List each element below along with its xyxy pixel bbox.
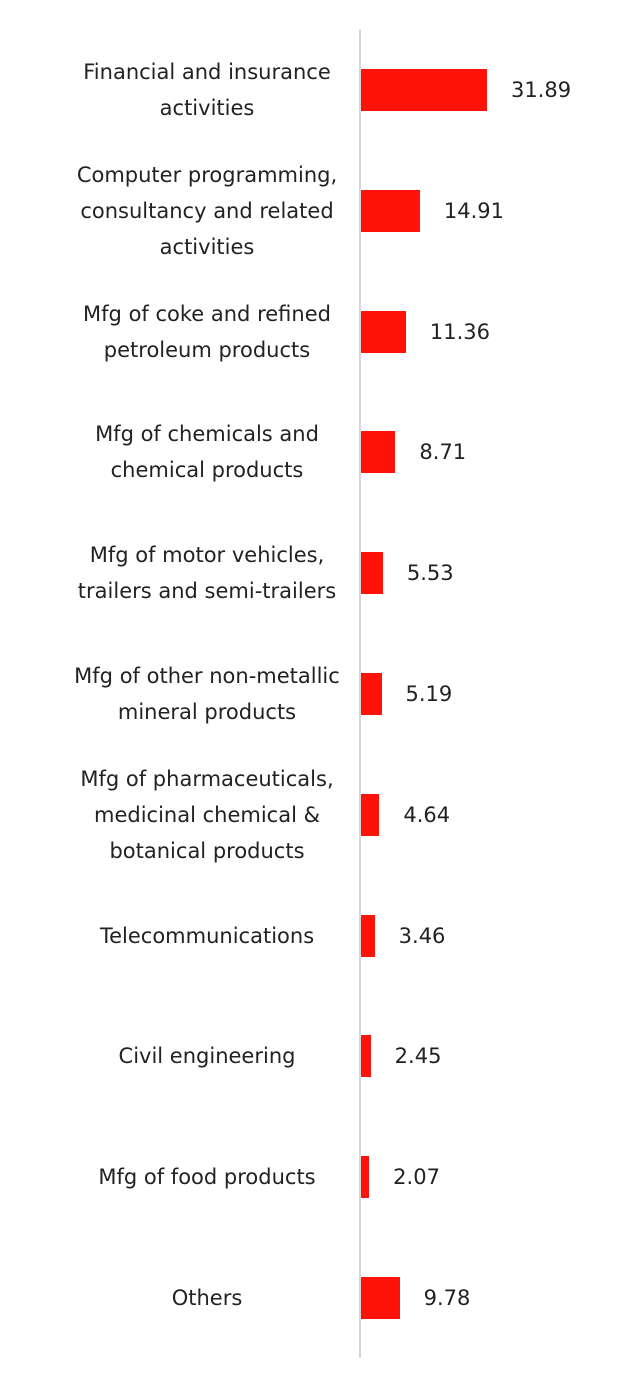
value-label: 8.71 — [419, 440, 467, 465]
bar — [361, 431, 396, 474]
category-label: Computer programming, consultancy and re… — [76, 162, 338, 259]
value-label: 3.46 — [398, 923, 446, 948]
value-label: 9.78 — [423, 1286, 471, 1310]
bar — [361, 69, 487, 111]
category-label: Others — [171, 1286, 243, 1310]
category-label: Mfg of pharmaceuticals, medicinal chemic… — [80, 766, 334, 863]
bar — [361, 673, 382, 715]
value-label: 5.53 — [406, 561, 454, 586]
category-label: Financial and insurance activities — [83, 60, 331, 120]
value-label: 2.07 — [393, 1165, 440, 1190]
bar — [361, 1277, 400, 1319]
bar — [361, 189, 420, 232]
category-label: Mfg of motor vehicles, trailers and semi… — [77, 543, 337, 604]
category-label: Mfg of food products — [98, 1165, 316, 1190]
value-label: 31.89 — [511, 78, 572, 102]
bar — [361, 1156, 370, 1199]
value-label: 14.91 — [443, 198, 505, 223]
bar — [361, 552, 383, 595]
category-label: Mfg of other non-metallic mineral produc… — [74, 664, 340, 724]
value-label: 2.45 — [394, 1044, 442, 1069]
category-label: Mfg of coke and refined petroleum produc… — [83, 301, 331, 362]
bar — [361, 310, 406, 353]
value-label: 5.19 — [405, 682, 453, 706]
bar — [361, 1035, 371, 1078]
category-label: Civil engineering — [118, 1044, 296, 1069]
value-label: 4.64 — [403, 802, 451, 827]
category-label: Telecommunications — [99, 923, 315, 948]
bar — [361, 793, 380, 836]
value-label: 11.36 — [429, 319, 490, 344]
bar — [361, 914, 375, 957]
category-label: Mfg of chemicals and chemical products — [95, 422, 319, 483]
axis-line — [359, 30, 361, 1358]
